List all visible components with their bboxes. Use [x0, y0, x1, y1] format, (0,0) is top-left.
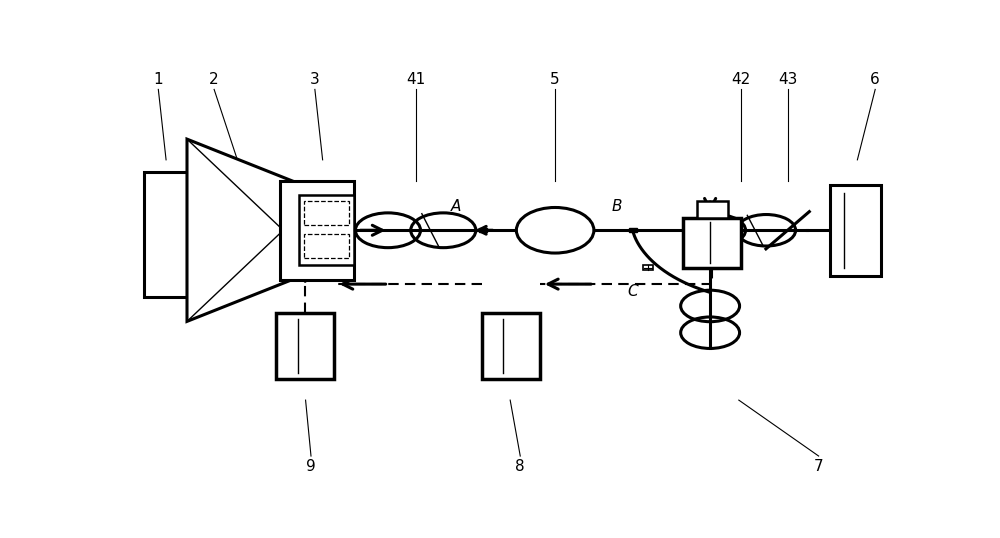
- Text: 5: 5: [550, 72, 560, 87]
- Text: 8: 8: [515, 459, 525, 474]
- Text: C: C: [627, 284, 638, 299]
- Bar: [144, 172, 187, 296]
- Text: A: A: [451, 199, 461, 214]
- Text: B: B: [612, 199, 622, 214]
- Text: 1: 1: [154, 72, 163, 87]
- Bar: [304, 234, 349, 258]
- Bar: [830, 185, 881, 276]
- Ellipse shape: [516, 208, 594, 253]
- Bar: [683, 218, 741, 267]
- Bar: [643, 265, 653, 270]
- Bar: [304, 201, 349, 225]
- Text: 2: 2: [209, 72, 219, 87]
- Bar: [482, 313, 540, 379]
- Bar: [280, 181, 354, 280]
- Bar: [299, 195, 354, 265]
- Text: 42: 42: [732, 72, 751, 87]
- Text: 3: 3: [310, 72, 320, 87]
- Polygon shape: [187, 139, 323, 321]
- Bar: [629, 228, 637, 232]
- Text: 41: 41: [406, 72, 425, 87]
- Text: 43: 43: [778, 72, 797, 87]
- Text: 9: 9: [306, 459, 316, 474]
- Text: 7: 7: [814, 459, 823, 474]
- Bar: [697, 201, 728, 218]
- Bar: [479, 228, 487, 232]
- Bar: [276, 313, 334, 379]
- Text: 6: 6: [870, 72, 880, 87]
